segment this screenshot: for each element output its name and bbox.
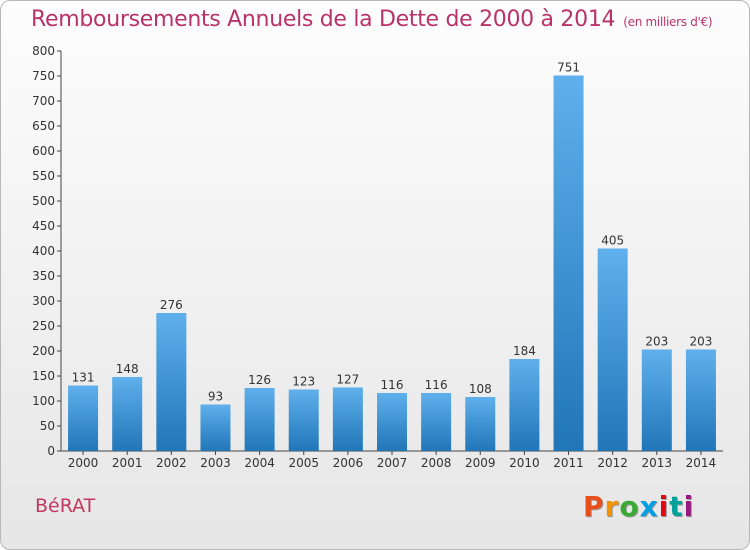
y-tick-label: 150 xyxy=(32,369,55,383)
data-label: 131 xyxy=(72,371,95,385)
data-label: 126 xyxy=(248,373,271,387)
bar xyxy=(509,359,540,451)
bar xyxy=(641,349,672,451)
x-tick-label: 2013 xyxy=(642,456,673,470)
data-label: 116 xyxy=(425,378,448,392)
bar xyxy=(68,385,99,451)
brand-logo: Proxiti xyxy=(583,490,695,523)
bar xyxy=(200,404,231,451)
y-tick-label: 400 xyxy=(32,244,55,258)
y-tick-label: 250 xyxy=(32,319,55,333)
y-tick-label: 550 xyxy=(32,169,55,183)
x-tick-label: 2007 xyxy=(377,456,408,470)
data-label: 405 xyxy=(601,234,624,248)
x-tick-label: 2003 xyxy=(200,456,231,470)
x-tick-label: 2006 xyxy=(333,456,364,470)
y-tick-label: 700 xyxy=(32,94,55,108)
x-tick-label: 2005 xyxy=(288,456,319,470)
data-label: 276 xyxy=(160,298,183,312)
y-tick-label: 100 xyxy=(32,394,55,408)
data-label: 93 xyxy=(208,390,223,404)
x-tick-label: 2010 xyxy=(509,456,540,470)
x-tick-label: 2009 xyxy=(465,456,496,470)
data-labels: 131 148 276 93 126 123 127 116 116 108 184 751 405 20… xyxy=(72,61,713,404)
data-label: 108 xyxy=(469,382,492,396)
data-label: 751 xyxy=(557,61,580,75)
bar xyxy=(685,349,716,451)
chart-title: Remboursements Annuels de la Dette de 20… xyxy=(31,7,713,32)
data-label: 116 xyxy=(381,378,404,392)
data-label: 148 xyxy=(116,362,139,376)
x-tick-label: 2011 xyxy=(553,456,584,470)
y-tick-label: 450 xyxy=(32,219,55,233)
bar xyxy=(288,389,319,451)
x-tick-label: 2008 xyxy=(421,456,452,470)
data-label: 203 xyxy=(689,335,712,349)
bar xyxy=(112,377,143,451)
bar xyxy=(156,313,187,451)
bar xyxy=(597,248,628,451)
data-label: 203 xyxy=(645,335,668,349)
y-tick-label: 350 xyxy=(32,269,55,283)
x-tick-label: 2004 xyxy=(244,456,275,470)
commune-name: BéRAT xyxy=(35,495,96,517)
y-tick-label: 500 xyxy=(32,194,55,208)
bar xyxy=(332,387,363,451)
y-tick-label: 300 xyxy=(32,294,55,308)
data-label: 127 xyxy=(336,373,359,387)
y-axis: 0 50 100 150 200 250 300 350 400 450 500 550 600 650 7… xyxy=(32,44,62,458)
y-tick-label: 600 xyxy=(32,144,55,158)
chart-subtitle: (en milliers d'€) xyxy=(623,15,713,29)
y-tick-label: 0 xyxy=(47,444,55,458)
x-tick-label: 2012 xyxy=(597,456,628,470)
y-tick-label: 650 xyxy=(32,119,55,133)
bars xyxy=(68,75,716,451)
y-tick-label: 750 xyxy=(32,69,55,83)
x-tick-label: 2000 xyxy=(68,456,99,470)
x-tick-label: 2014 xyxy=(686,456,717,470)
bar xyxy=(244,388,275,451)
bar xyxy=(377,393,407,451)
x-tick-label: 2001 xyxy=(112,456,143,470)
data-label: 184 xyxy=(513,344,536,358)
chart-title-text: Remboursements Annuels de la Dette de 20… xyxy=(31,7,616,32)
y-tick-label: 200 xyxy=(32,344,55,358)
x-axis: 2000 2001 2002 2003 2004 2005 2006 2007 2008 2009… xyxy=(61,450,723,470)
data-label: 123 xyxy=(292,375,315,389)
x-tick-label: 2002 xyxy=(156,456,187,470)
y-tick-label: 800 xyxy=(32,44,55,58)
bar xyxy=(465,397,496,451)
bar xyxy=(553,75,584,451)
y-tick-label: 50 xyxy=(40,419,55,433)
bar xyxy=(421,393,452,451)
